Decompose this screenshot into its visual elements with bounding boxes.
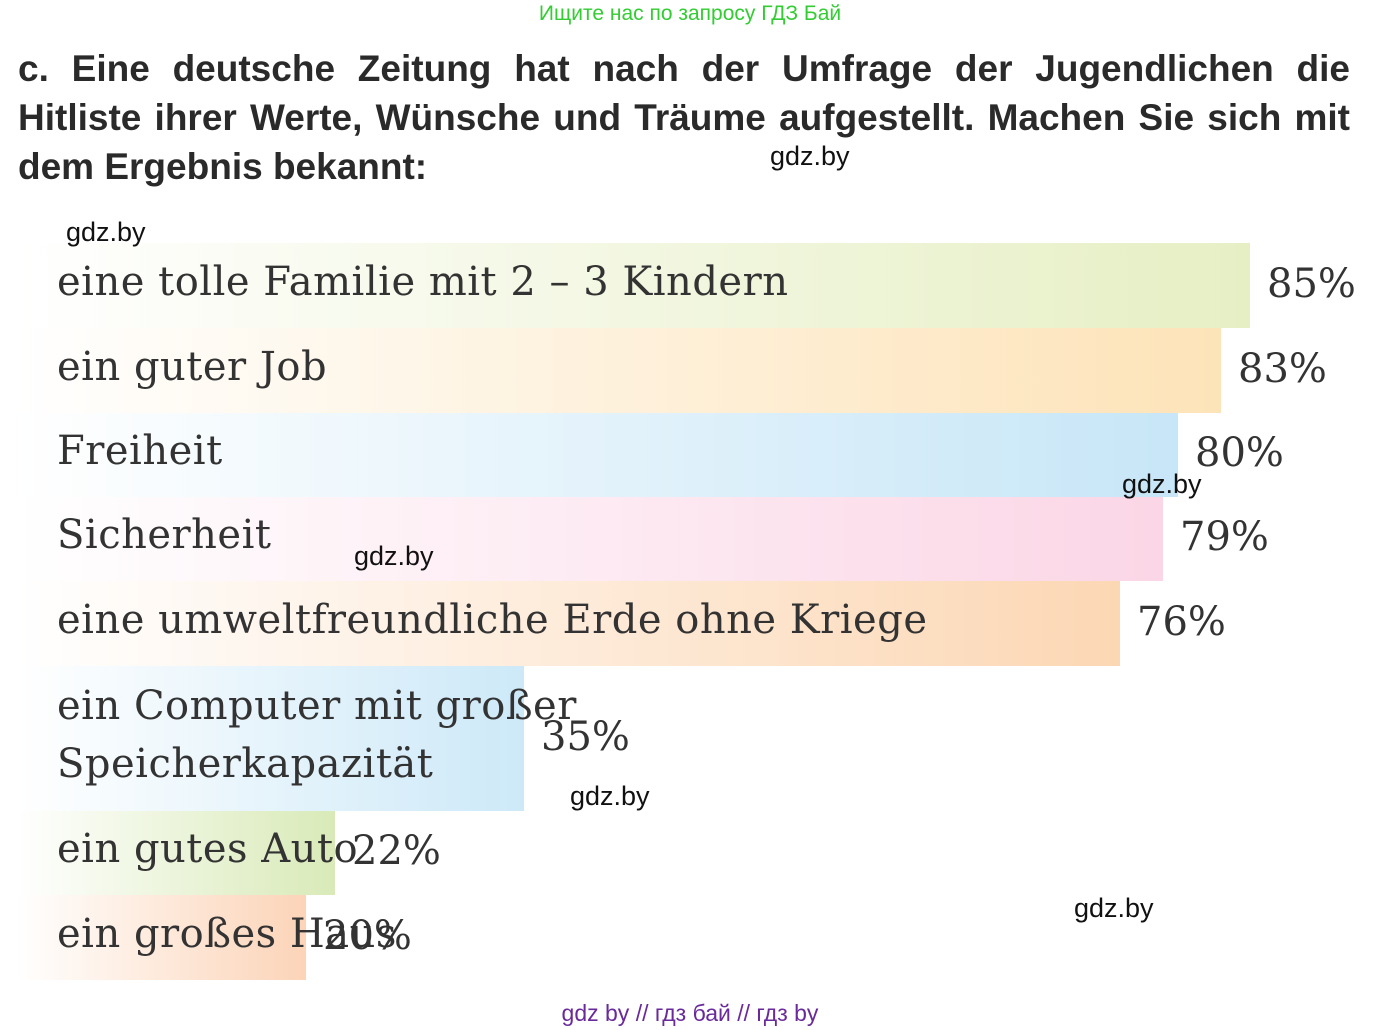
bar xyxy=(16,497,1163,581)
bar-label: eine umweltfreundliche Erde ohne Kriege xyxy=(57,591,928,649)
bar-label-line: Speicherkapazität xyxy=(57,741,434,787)
bar xyxy=(16,895,306,980)
bar xyxy=(16,413,1178,497)
bar-label: ein großes Haus xyxy=(57,905,397,963)
bar xyxy=(16,811,335,895)
watermark: gdz.by xyxy=(570,781,650,811)
bar-label-line: eine tolle Familie mit 2 – 3 Kindern xyxy=(57,259,789,305)
watermark: gdz.by xyxy=(66,217,146,247)
bar-label-line: ein Computer mit großer xyxy=(57,683,577,729)
bar xyxy=(16,666,524,811)
value-label: 35% xyxy=(541,714,630,760)
value-label: 80% xyxy=(1195,430,1284,476)
value-label: 79% xyxy=(1180,514,1269,560)
bar-label-line: eine umweltfreundliche Erde ohne Kriege xyxy=(57,597,928,643)
value-label: 83% xyxy=(1238,346,1327,392)
bar-label: ein Computer mit großer Speicherkapazität xyxy=(57,677,577,793)
footer-links: gdz by // гдз бай // гдз by xyxy=(561,1000,819,1026)
value-label: 85% xyxy=(1267,261,1356,307)
bar-label-line: Freiheit xyxy=(57,428,223,474)
bar xyxy=(16,328,1221,413)
watermark: gdz.by xyxy=(770,141,850,171)
bar-label-line: ein gutes Auto xyxy=(57,826,359,872)
value-label: 22% xyxy=(352,828,441,874)
task-text: c. Eine deutsche Zeitung hat nach der Um… xyxy=(18,48,1350,187)
bar xyxy=(16,243,1250,328)
bar-label: ein guter Job xyxy=(57,338,327,396)
bar-label: Freiheit xyxy=(57,422,223,480)
bar xyxy=(16,581,1120,666)
value-label: 20% xyxy=(323,913,412,959)
watermark: gdz.by xyxy=(1122,469,1202,499)
bar-label-line: ein großes Haus xyxy=(57,911,397,957)
bar-label: eine tolle Familie mit 2 – 3 Kindern xyxy=(57,253,788,311)
watermark: gdz.by xyxy=(1074,893,1154,923)
bar-label: ein gutes Auto xyxy=(57,820,358,878)
bar-label: Sicherheit xyxy=(57,506,271,564)
watermark: gdz.by xyxy=(354,541,434,571)
bar-label-line: ein guter Job xyxy=(57,344,328,390)
bar-label-line: Sicherheit xyxy=(57,512,272,558)
value-label: 76% xyxy=(1137,599,1226,645)
top-banner: Ищите нас по запросу ГДЗ Бай xyxy=(538,2,842,25)
